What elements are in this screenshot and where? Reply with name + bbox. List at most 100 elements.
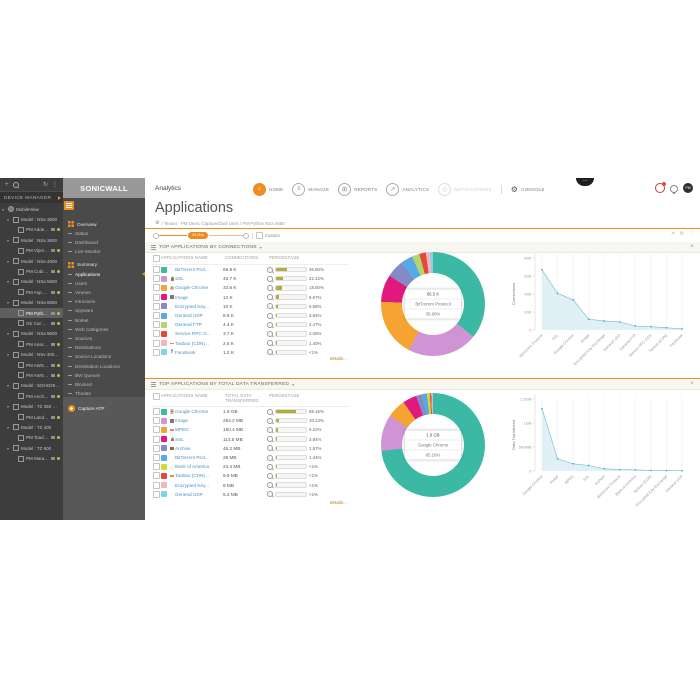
device-tree-item[interactable]: PM Viper NSa 3...	[0, 246, 63, 256]
magnifier-icon[interactable]	[267, 426, 273, 433]
app-name-link[interactable]: General FTP	[175, 322, 202, 328]
row-checkbox[interactable]	[153, 293, 160, 301]
app-name-link[interactable]: Facebook	[175, 349, 196, 355]
device-checkbox[interactable]	[13, 351, 19, 358]
magnifier-icon[interactable]	[267, 454, 273, 461]
app-name-link[interactable]: Service RPC G...	[175, 331, 211, 337]
device-tree-item[interactable]: PM AWS-DPS-NS...	[0, 370, 63, 380]
column-connections[interactable]: CONNECTIONS	[225, 255, 259, 260]
device-tree-item[interactable]: PM Toadvine T...	[0, 433, 63, 443]
device-checkbox[interactable]	[18, 226, 24, 233]
caret-down-icon[interactable]	[7, 383, 11, 388]
device-checkbox[interactable]	[13, 445, 19, 452]
sidebar-item-capture-atp[interactable]: Capture ATP	[63, 402, 145, 414]
caret-down-icon[interactable]	[7, 352, 11, 357]
gear-icon[interactable]: ⚙	[155, 220, 160, 226]
column-applications-name[interactable]: APPLICATIONS NAME	[161, 255, 208, 260]
device-tree-item[interactable]: Model : NSa 9600	[0, 329, 63, 339]
device-checkbox[interactable]	[13, 216, 19, 223]
sidebar-menu-item[interactable]: Botnet	[63, 316, 145, 325]
device-tree-item[interactable]: PM Asp NSa 56...	[0, 287, 63, 297]
row-checkbox[interactable]	[153, 463, 160, 471]
slider-end-handle[interactable]	[242, 232, 249, 239]
caret-down-icon[interactable]	[292, 382, 294, 387]
magnifier-icon[interactable]	[267, 340, 273, 347]
app-name-link[interactable]: Encrypted Key...	[175, 482, 210, 488]
device-tree-item[interactable]: MobileView	[0, 204, 63, 214]
device-tree-item[interactable]: PM Marathon T...	[0, 453, 63, 463]
device-tree-item[interactable]: Model : NSa 6650	[0, 298, 63, 308]
device-tree-item[interactable]: Model : NSa 5600	[0, 277, 63, 287]
app-name-link[interactable]: Taobao (CDN)...	[175, 340, 209, 346]
topnav-item[interactable]: ⚙ CONSOLE	[500, 184, 545, 194]
select-all-checkbox[interactable]	[153, 393, 160, 400]
magnifier-icon[interactable]	[267, 303, 273, 310]
sidebar-menu-item[interactable]: Destinations	[63, 343, 145, 352]
time-range-pill[interactable]: 24 Hrs	[188, 232, 208, 239]
app-name-link[interactable]: Archive	[175, 445, 191, 451]
device-checkbox[interactable]	[13, 330, 19, 337]
device-tree-item[interactable]: Model : NSa 3600	[0, 235, 63, 245]
device-checkbox[interactable]	[13, 403, 19, 410]
row-checkbox[interactable]	[153, 321, 160, 329]
sidebar-menu-item[interactable]: Sources	[63, 334, 145, 343]
app-name-link[interactable]: Image	[175, 294, 189, 300]
caret-down-icon[interactable]	[7, 404, 11, 409]
device-tree-item[interactable]: PM Anchorage ...	[0, 391, 63, 401]
details-link[interactable]: details...	[329, 356, 347, 361]
device-checkbox[interactable]	[18, 341, 24, 348]
device-tree-item[interactable]: PM Cobra NSa ...	[0, 266, 63, 276]
caret-down-icon[interactable]	[7, 279, 11, 284]
topnav-item[interactable]: ◎ NOTIFICATIONS	[438, 182, 491, 196]
app-name-link[interactable]: Image	[175, 418, 189, 424]
topnav-item[interactable]: ⊞ REPORTS	[338, 182, 377, 196]
app-name-link[interactable]: Google Chrome	[175, 409, 209, 415]
device-checkbox[interactable]	[18, 268, 24, 275]
caret-down-icon[interactable]	[260, 245, 262, 250]
sidebar-menu-item[interactable]: Summary	[63, 260, 145, 270]
caret-down-icon[interactable]	[7, 217, 11, 222]
topnav-item[interactable]: ⌂ HOME	[253, 182, 283, 196]
device-tree-item[interactable]: Model : NSv 400 (AWS)	[0, 349, 63, 359]
app-name-link[interactable]: SSL	[175, 276, 184, 282]
app-name-link[interactable]: Taobao (CDN)...	[175, 473, 209, 479]
column-applications-name[interactable]: APPLICATIONS NAME	[161, 393, 208, 398]
magnifier-icon[interactable]	[267, 463, 273, 470]
device-checkbox[interactable]	[13, 424, 19, 431]
device-checkbox[interactable]	[18, 372, 24, 379]
magnifier-icon[interactable]	[267, 294, 273, 301]
kebab-icon[interactable]: ⋮	[689, 231, 694, 237]
caret-down-icon[interactable]	[7, 446, 11, 451]
close-icon[interactable]	[690, 381, 694, 387]
topnav-item[interactable]: ↗ ANALYTICS	[386, 182, 429, 196]
device-tree-item[interactable]: PM Anaconda ...	[0, 339, 63, 349]
magnifier-icon[interactable]	[267, 321, 273, 328]
device-tree-item[interactable]: PM Adder NSa 3500	[0, 225, 63, 235]
device-checkbox[interactable]	[18, 434, 24, 441]
row-checkbox[interactable]	[153, 312, 160, 320]
magnifier-icon[interactable]	[267, 417, 273, 424]
row-checkbox[interactable]	[153, 266, 160, 274]
magnifier-icon[interactable]	[267, 330, 273, 337]
sidebar-menu-item[interactable]: Blocked	[63, 380, 145, 389]
device-tree-item[interactable]: Model : SOHO250 wirele...	[0, 381, 63, 391]
device-checkbox[interactable]	[8, 206, 14, 213]
sidebar-menu-item[interactable]: Overview	[63, 219, 145, 229]
sidebar-menu-item[interactable]: Live Monitor	[63, 247, 145, 256]
sidebar-menu-item[interactable]: Spyware	[63, 306, 145, 315]
device-manager-header[interactable]: DEVICE MANAGER	[0, 192, 63, 203]
device-tree-item[interactable]: Model : TZ 600	[0, 443, 63, 453]
device-tree-item[interactable]: Model : NSa 3500	[0, 214, 63, 224]
row-checkbox[interactable]	[153, 408, 160, 416]
column-percentage[interactable]: PERCENTAGE	[269, 255, 300, 260]
collapse-arrow-icon[interactable]	[58, 195, 61, 200]
row-checkbox[interactable]	[153, 417, 160, 425]
sidebar-menu-item[interactable]: Destination Locations	[63, 361, 145, 370]
donut-chart-connections[interactable]: 66.5 K BitTorrent Protocol 36.90%	[381, 252, 485, 356]
row-checkbox[interactable]	[153, 339, 160, 347]
sidebar-menu-item[interactable]: Intrusions	[63, 297, 145, 306]
app-name-link[interactable]: SSL	[175, 436, 184, 442]
device-checkbox[interactable]	[18, 289, 24, 296]
magnifier-icon[interactable]	[267, 284, 273, 291]
